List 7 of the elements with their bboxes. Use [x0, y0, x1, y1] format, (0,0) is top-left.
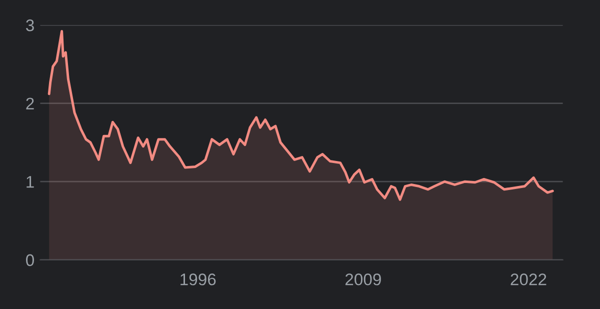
x-tick-label: 2022	[510, 274, 546, 286]
y-tick-label: 0	[26, 254, 34, 266]
y-tick-label: 1	[26, 176, 34, 188]
y-tick-label: 3	[26, 19, 34, 32]
x-tick-label: 2009	[345, 274, 381, 286]
y-tick-label: 2	[26, 98, 34, 110]
x-tick-label: 1996	[180, 274, 216, 286]
